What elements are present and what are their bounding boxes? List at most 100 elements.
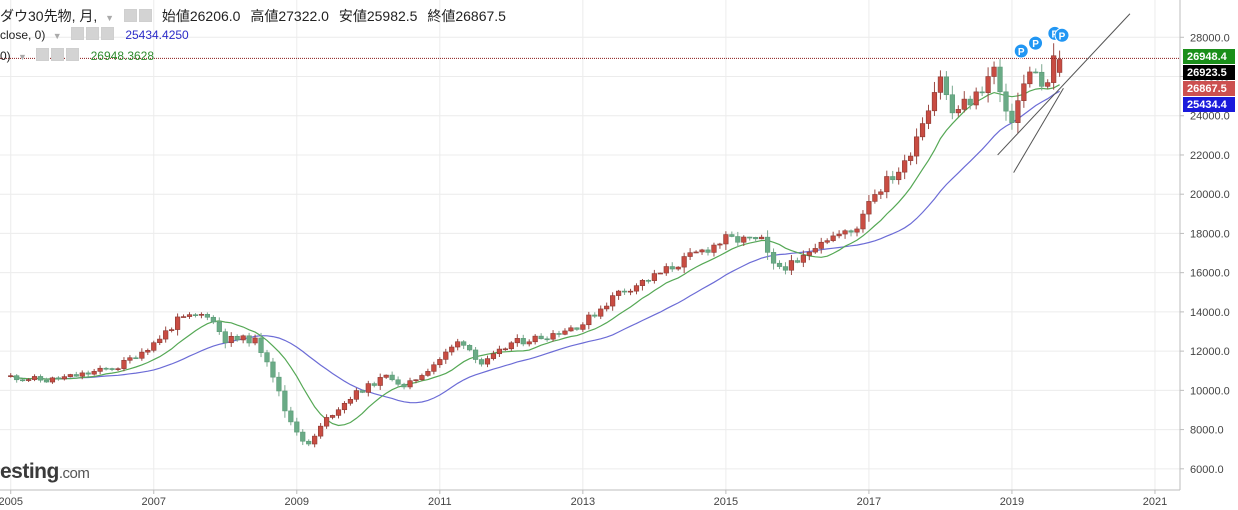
candle-body	[967, 98, 973, 106]
candle-body	[711, 244, 717, 253]
candle-body	[300, 431, 306, 442]
open-value: 26206.0	[189, 8, 241, 24]
x-tick-label: 2017	[857, 496, 881, 508]
candle	[973, 87, 979, 110]
price-label-bg	[1183, 97, 1235, 112]
candle-body	[913, 136, 920, 157]
gear-icon[interactable]	[70, 27, 84, 40]
candle	[455, 338, 461, 351]
candle	[985, 67, 991, 103]
eye-icon[interactable]	[85, 27, 99, 40]
candle-body	[449, 346, 455, 353]
candle	[85, 370, 91, 377]
candle-body	[157, 338, 163, 344]
time-axis[interactable]: 2005 2007 2009 2011 2013 2015 2017 2019 2021	[0, 489, 1238, 510]
candle-body	[312, 435, 318, 445]
candle-body	[1009, 110, 1015, 123]
candle-body	[556, 333, 562, 335]
ma-short-label[interactable]: 0)	[0, 49, 11, 63]
candle	[508, 341, 514, 351]
candle-body	[467, 345, 473, 351]
candle	[616, 289, 622, 300]
symbol-title[interactable]: ダウ30先物, 月,	[0, 8, 98, 24]
candle-body	[782, 266, 789, 271]
candle-body	[8, 375, 14, 377]
candle	[705, 246, 711, 256]
candle-body	[461, 341, 467, 346]
candle-body	[359, 390, 365, 393]
gear-icon[interactable]	[123, 9, 137, 22]
candle	[1039, 64, 1045, 91]
ma-short-value: 26948.3628	[90, 49, 155, 63]
candle-body	[323, 417, 330, 427]
candle	[890, 170, 896, 184]
candle	[1009, 103, 1015, 130]
price-label: 25434.4	[1183, 97, 1235, 112]
candle-body	[514, 338, 520, 344]
candle	[169, 327, 175, 333]
candle	[26, 377, 32, 382]
candle-body	[20, 379, 26, 382]
candle-body	[472, 349, 479, 360]
candle	[496, 345, 503, 358]
gear-icon[interactable]	[36, 48, 50, 61]
candle	[961, 91, 967, 113]
candle	[735, 231, 741, 248]
candle	[753, 236, 759, 243]
candle	[538, 333, 544, 340]
y-tick-label: 28000.0	[1190, 32, 1230, 44]
candle-body	[437, 359, 443, 366]
candle-body	[61, 376, 67, 380]
candle	[699, 248, 705, 255]
candle	[264, 349, 270, 367]
dropdown-icon[interactable]: ▼	[105, 13, 115, 23]
candle	[884, 170, 890, 199]
marker-circle	[1054, 27, 1070, 43]
candle	[389, 371, 395, 382]
candle	[931, 81, 938, 116]
candle	[1021, 74, 1027, 108]
close-icon[interactable]	[100, 27, 114, 40]
candle-body	[651, 273, 657, 281]
candle	[639, 278, 646, 291]
candle	[437, 357, 443, 368]
candle	[121, 357, 127, 372]
candle	[633, 283, 640, 295]
candle	[43, 377, 50, 383]
eye-icon[interactable]	[51, 48, 65, 61]
high-value: 27322.0	[278, 8, 329, 24]
candle-body	[985, 76, 991, 93]
candle	[329, 414, 336, 420]
candle-body	[1027, 71, 1033, 85]
candle-body	[395, 379, 401, 385]
candle-body	[288, 410, 294, 423]
candle-body	[931, 92, 938, 112]
candle-body	[282, 390, 288, 412]
candle-body	[407, 380, 413, 388]
price-axis[interactable]: 6000.0 8000.0 10000.0 12000.0 14000.0 16000.0…	[1179, 0, 1238, 510]
dropdown-icon[interactable]: ▼	[18, 52, 27, 62]
candle-body	[383, 374, 389, 378]
candle	[318, 423, 324, 439]
candle-body	[586, 314, 592, 326]
candle-body	[616, 290, 622, 296]
candle	[878, 189, 884, 199]
candle-body	[258, 337, 264, 353]
candle	[276, 372, 282, 397]
ma-long-label[interactable]: close, 0)	[0, 28, 46, 42]
candle-body	[174, 316, 181, 330]
candle	[133, 355, 139, 360]
candle-body	[204, 314, 210, 318]
close-icon[interactable]	[66, 48, 80, 61]
candle	[532, 334, 538, 345]
candle-body	[872, 194, 878, 202]
candle	[37, 374, 44, 383]
candle-body	[639, 280, 646, 286]
candle-body	[389, 374, 395, 381]
eye-icon[interactable]	[138, 9, 152, 22]
dropdown-icon[interactable]: ▼	[52, 31, 62, 41]
candle-body	[377, 377, 383, 386]
logo-domain: .com	[58, 465, 90, 482]
price-label: 26923.5	[1183, 65, 1235, 80]
